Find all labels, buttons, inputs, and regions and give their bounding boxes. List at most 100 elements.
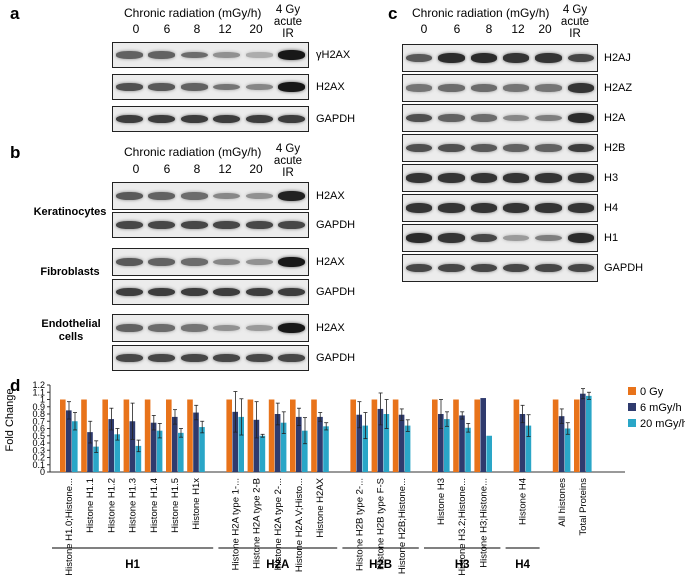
western-blot-band xyxy=(148,83,176,91)
y-tick-label: 0.2 xyxy=(32,453,45,463)
x-category-label: Histone H1.4 xyxy=(149,478,160,533)
western-blot-band xyxy=(278,322,306,334)
panel-a-acute-label: 4 Gy acute IR xyxy=(273,4,303,40)
western-blot-band xyxy=(470,173,498,183)
group-label: H2A xyxy=(266,559,289,571)
bar xyxy=(404,425,411,472)
bar xyxy=(290,399,296,472)
western-blot-band xyxy=(148,287,176,297)
bar xyxy=(453,399,459,472)
western-blot-band xyxy=(535,203,562,213)
blot-label: GAPDH xyxy=(316,352,356,364)
western-blot-band xyxy=(405,113,433,123)
bar xyxy=(586,395,592,472)
x-category-label: Total Proteins xyxy=(578,478,589,536)
x-category-label: Histone H2A type 2-B xyxy=(252,478,263,569)
panel-c-header: Chronic radiation (mGy/h) xyxy=(412,6,550,20)
blot-c-5 xyxy=(402,194,598,222)
bar xyxy=(150,422,157,472)
western-blot-band xyxy=(567,233,595,243)
western-blot-band xyxy=(180,324,208,332)
western-blot-band xyxy=(470,143,498,153)
blot-label: H2AX xyxy=(316,322,345,334)
y-tick-label: 1.1 xyxy=(32,387,45,397)
y-tick-label: 0.8 xyxy=(32,409,45,419)
western-blot-band xyxy=(535,144,562,152)
x-category-label: Histone H2B type F-S xyxy=(376,478,387,570)
western-blot-band xyxy=(405,263,433,273)
group-labels: H1 H2A H2B H3 H4 xyxy=(52,547,540,571)
panel-d-label: d xyxy=(10,376,21,395)
blot-label: H2AX xyxy=(316,256,345,268)
western-blot-band xyxy=(115,287,143,297)
lane-label: 6 xyxy=(453,22,461,36)
y-axis-title: Fold Change xyxy=(4,389,16,452)
x-category-label: Histone H3 xyxy=(436,478,447,525)
western-blot-band xyxy=(115,220,143,229)
lane-label: 6 xyxy=(163,162,171,176)
bar xyxy=(371,399,378,472)
bar xyxy=(102,399,108,472)
western-blot-band xyxy=(245,324,273,332)
blot-label: H2A xyxy=(604,112,626,124)
blot-b-2 xyxy=(112,248,309,276)
western-blot-band xyxy=(567,53,595,63)
y-tick-label: 0.1 xyxy=(32,460,45,470)
blot-label: GAPDH xyxy=(316,219,356,231)
bar xyxy=(60,399,66,472)
western-blot-band xyxy=(535,53,562,63)
western-blot-band xyxy=(115,114,143,124)
bar xyxy=(135,445,142,472)
y-tick-label: 1.2 xyxy=(32,380,45,390)
x-category-label: Histone H2A.V;Histo... xyxy=(294,478,305,572)
western-blot-band xyxy=(502,263,530,273)
western-blot-band xyxy=(115,83,143,91)
western-blot-band xyxy=(180,51,208,59)
x-category-label: Histone H2AX xyxy=(315,477,326,537)
western-blot-band xyxy=(567,113,595,123)
bar xyxy=(72,421,78,472)
bar xyxy=(268,399,275,472)
bar xyxy=(356,414,362,472)
western-blot-band xyxy=(148,192,176,200)
blot-c-4 xyxy=(402,164,598,192)
western-blot-band xyxy=(470,114,498,122)
lane-label: 12 xyxy=(511,22,525,36)
bar xyxy=(172,416,178,472)
bar xyxy=(383,414,390,472)
bar xyxy=(114,434,120,472)
y-tick-label: 0.4 xyxy=(32,438,45,448)
western-blot-band xyxy=(567,83,595,93)
cell-type-label: Fibroblasts xyxy=(40,266,100,278)
bar xyxy=(123,399,130,472)
bar xyxy=(93,446,99,472)
western-blot-band xyxy=(115,191,143,201)
western-blot-band xyxy=(470,84,498,92)
blot-b-4 xyxy=(112,314,309,342)
western-blot-band xyxy=(405,84,433,92)
x-category-label: Histone H1.3 xyxy=(128,478,139,533)
western-blot-band xyxy=(245,220,273,229)
western-blot-band xyxy=(502,234,530,242)
western-blot-band xyxy=(535,234,562,242)
western-blot-band xyxy=(502,84,530,92)
legend-swatch xyxy=(628,387,636,395)
bar xyxy=(438,414,444,472)
western-blot-band xyxy=(278,114,306,124)
x-category-label: All histones xyxy=(557,478,568,527)
bar xyxy=(280,422,287,472)
fold-change-bar-chart: Fold Change 00.10.20.30.40.50.60.70.80.9… xyxy=(4,380,685,576)
legend-swatch xyxy=(628,403,636,411)
western-blot-band xyxy=(115,353,143,362)
lane-label: 20 xyxy=(249,22,263,36)
blot-c-6 xyxy=(402,224,598,252)
blot-c-2 xyxy=(402,104,598,132)
blot-label: H4 xyxy=(604,202,619,214)
western-blot-band xyxy=(180,83,208,91)
blot-c-0 xyxy=(402,44,598,72)
panel-b-label: b xyxy=(10,143,21,162)
bar xyxy=(432,399,438,472)
western-blot-band xyxy=(438,233,465,243)
bar xyxy=(558,416,565,472)
western-blot-band xyxy=(278,353,306,362)
